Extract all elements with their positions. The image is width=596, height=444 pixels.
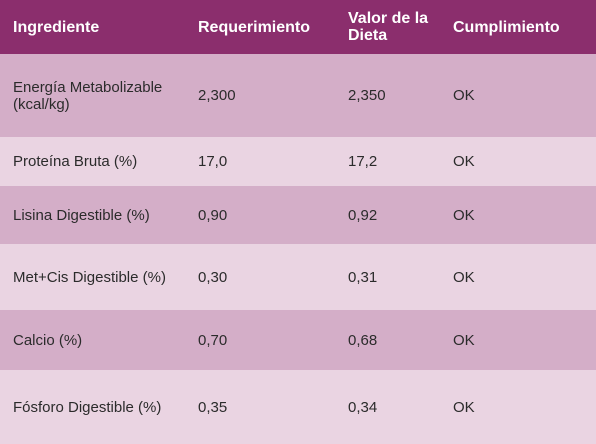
cell-ingrediente: Fósforo Digestible (%) xyxy=(13,398,162,416)
cell-requerimiento: 2,300 xyxy=(198,87,236,104)
cell-ingrediente: Lisina Digestible (%) xyxy=(13,206,150,224)
header-ingrediente: Ingrediente xyxy=(13,18,100,36)
cell-requerimiento: 0,35 xyxy=(198,398,228,416)
cell-ingrediente: Energía Metabolizable (kcal/kg) xyxy=(13,78,163,113)
cell-requerimiento: 0,90 xyxy=(198,206,228,224)
table-row: Lisina Digestible (%) 0,90 0,92 OK xyxy=(0,186,596,244)
header-requerimiento: Requerimiento xyxy=(198,18,311,36)
table-header-row: Ingrediente Requerimiento Valor de la Di… xyxy=(0,0,596,54)
cell-cumplimiento: OK xyxy=(453,268,475,286)
table-row: Energía Metabolizable (kcal/kg) 2,300 2,… xyxy=(0,54,596,137)
cell-cumplimiento: OK xyxy=(453,153,475,170)
cell-valor-dieta: 0,34 xyxy=(348,398,378,416)
cell-valor-dieta: 2,350 xyxy=(348,87,386,104)
cell-cumplimiento: OK xyxy=(453,206,475,224)
cell-valor-dieta: 17,2 xyxy=(348,153,378,170)
cell-valor-dieta: 0,68 xyxy=(348,331,378,349)
cell-ingrediente: Calcio (%) xyxy=(13,331,83,349)
table-row: Proteína Bruta (%) 17,0 17,2 OK xyxy=(0,137,596,186)
table-row: Fósforo Digestible (%) 0,35 0,34 OK xyxy=(0,370,596,444)
cell-cumplimiento: OK xyxy=(453,87,475,104)
table-row: Met+Cis Digestible (%) 0,30 0,31 OK xyxy=(0,244,596,310)
table-row: Calcio (%) 0,70 0,68 OK xyxy=(0,310,596,370)
cell-ingrediente: Met+Cis Digestible (%) xyxy=(13,268,166,286)
cell-valor-dieta: 0,92 xyxy=(348,206,378,224)
cell-requerimiento: 0,70 xyxy=(198,331,228,349)
cell-ingrediente: Proteína Bruta (%) xyxy=(13,153,138,170)
cell-requerimiento: 0,30 xyxy=(198,268,228,286)
cell-valor-dieta: 0,31 xyxy=(348,268,378,286)
header-cumplimiento: Cumplimiento xyxy=(453,18,560,36)
cell-cumplimiento: OK xyxy=(453,398,475,416)
cell-cumplimiento: OK xyxy=(453,331,475,349)
cell-requerimiento: 17,0 xyxy=(198,153,228,170)
header-valor-dieta: Valor de la Dieta xyxy=(348,10,429,44)
